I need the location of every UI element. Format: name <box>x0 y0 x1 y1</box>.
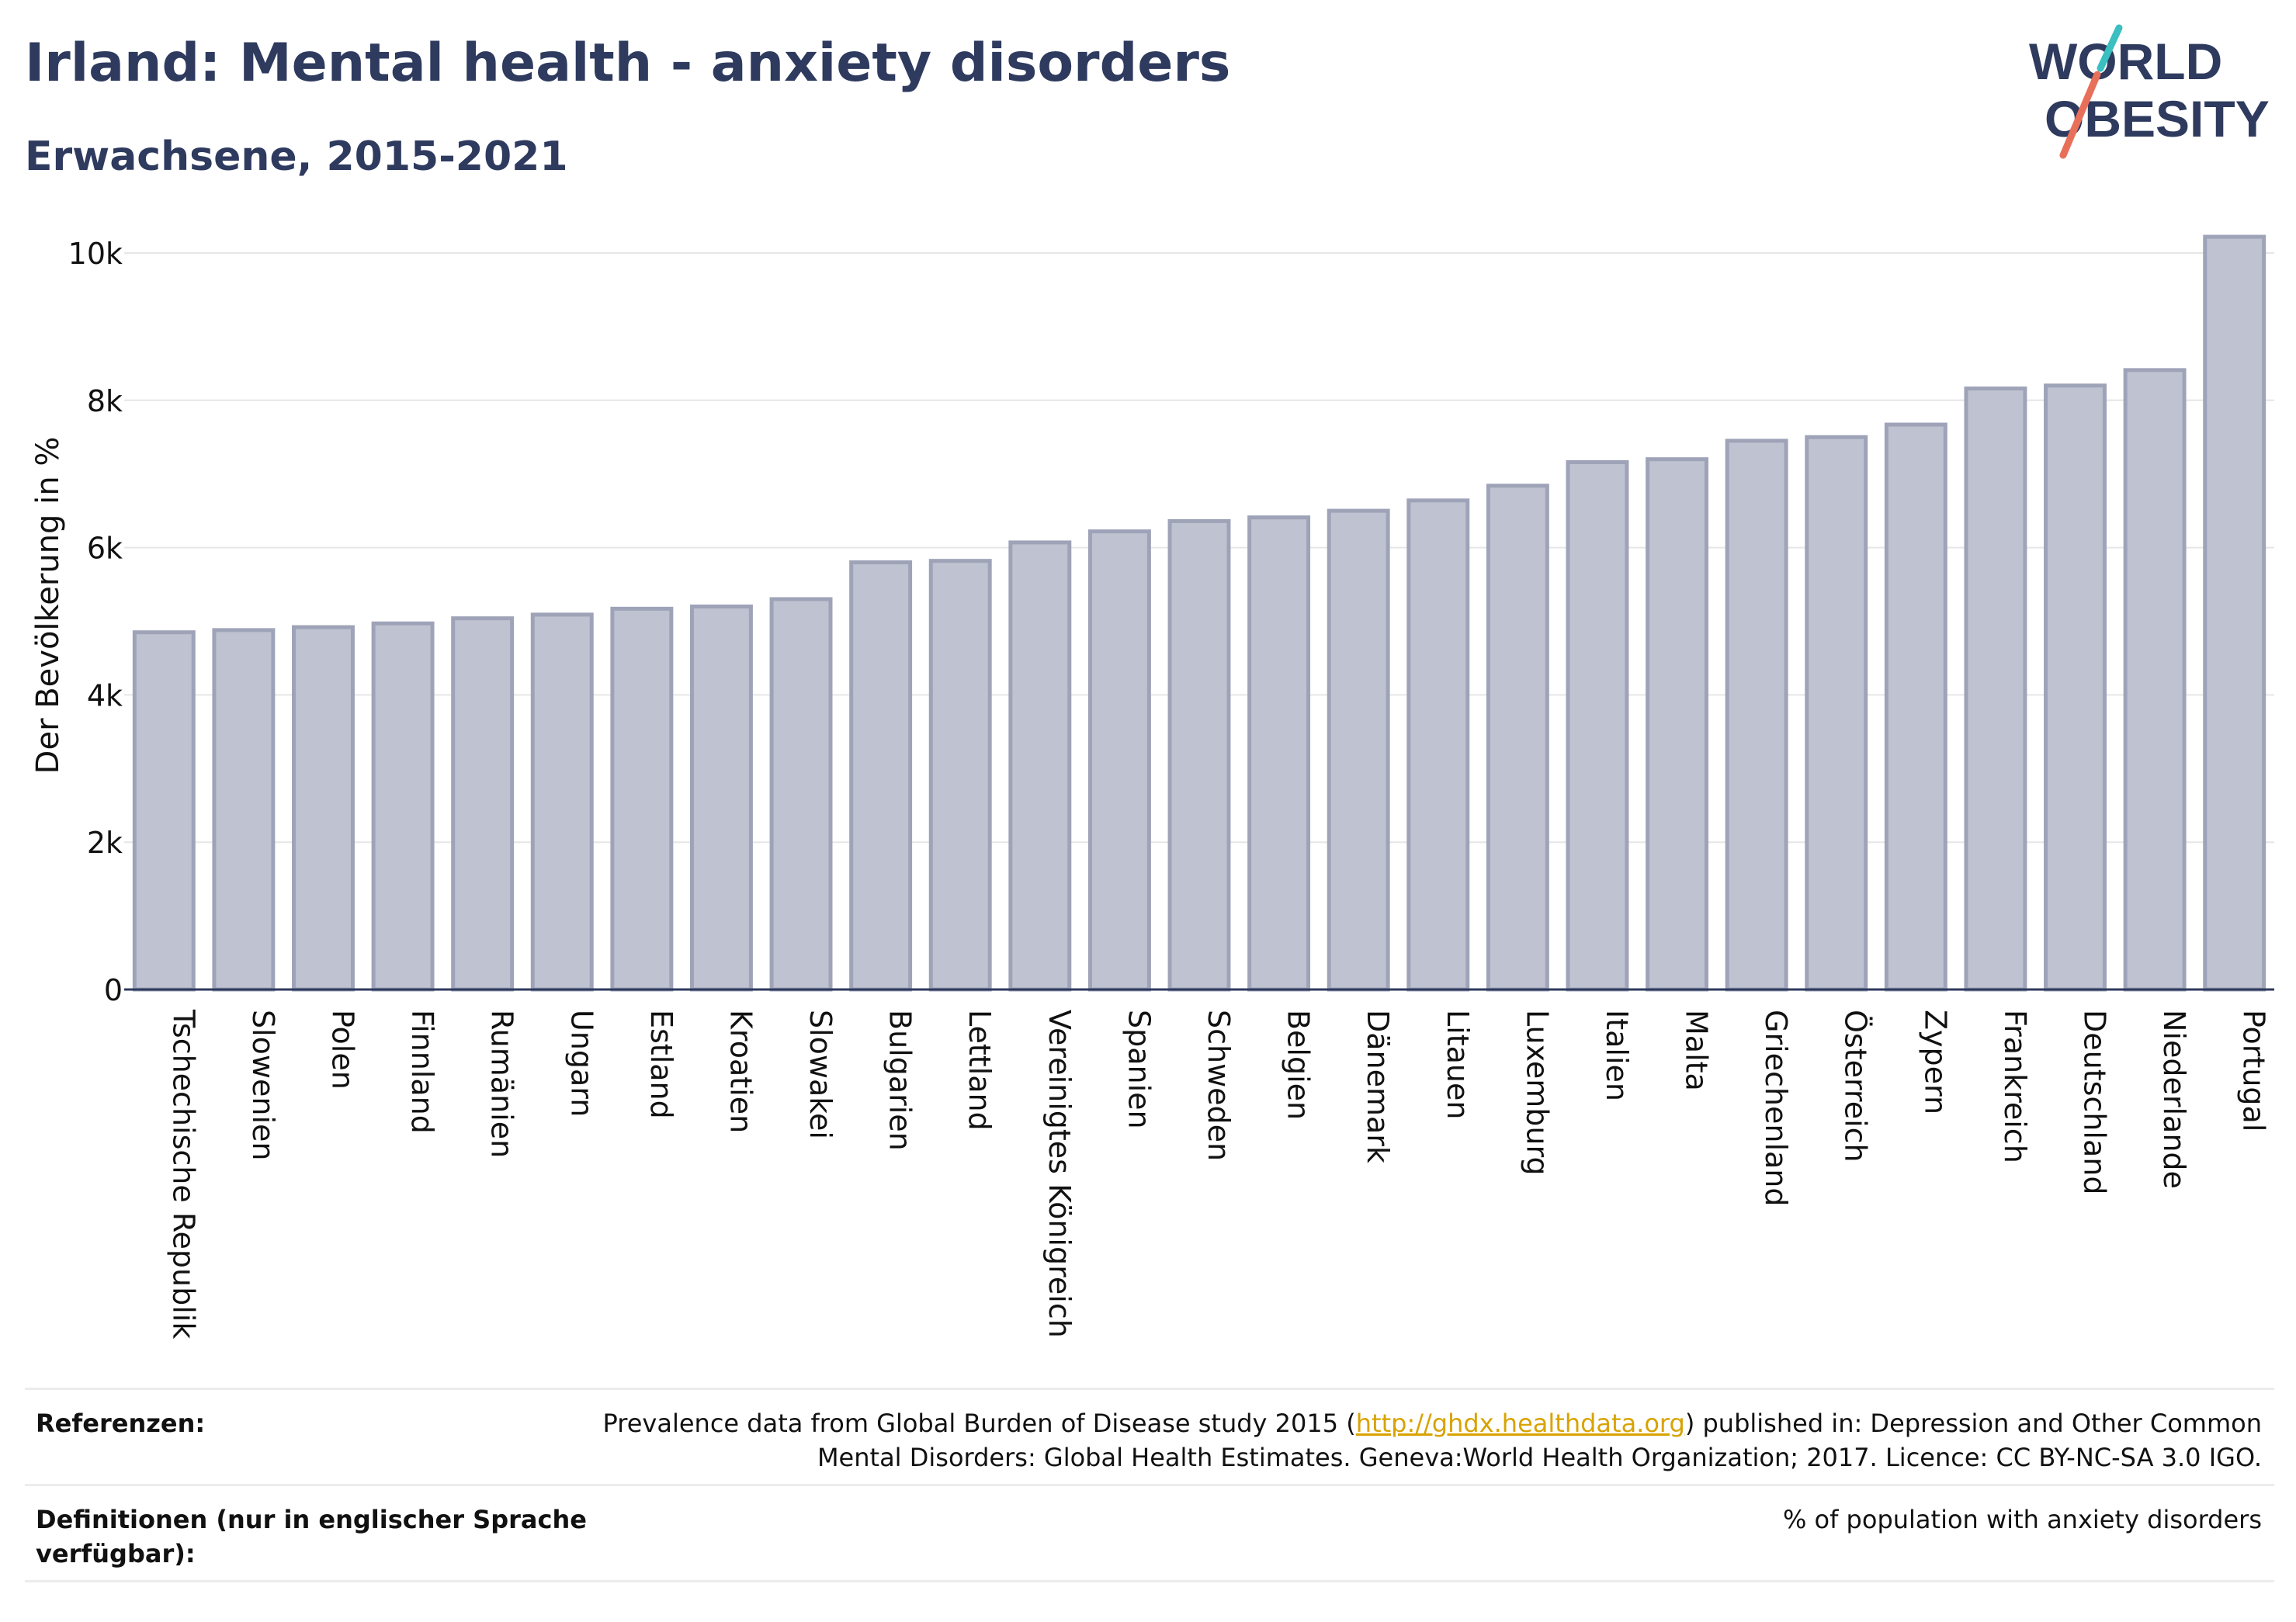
bars <box>132 234 2267 992</box>
bar[interactable] <box>849 560 913 992</box>
x-tick-label: Frankreich <box>1998 1010 2032 1163</box>
x-tick-label: Lettland <box>962 1010 997 1131</box>
bar[interactable] <box>1008 540 1072 992</box>
references-pre: Prevalence data from Global Burden of Di… <box>602 1409 1356 1438</box>
x-tick-label: Malta <box>1680 1010 1714 1091</box>
logo-slash-coral <box>2059 71 2101 159</box>
bar[interactable] <box>2203 234 2267 992</box>
bar[interactable] <box>1486 483 1549 992</box>
bar[interactable] <box>928 559 992 992</box>
chart-title: Irland: Mental health - anxiety disorder… <box>25 33 1231 94</box>
x-tick-label: Luxemburg <box>1520 1010 1554 1176</box>
bar[interactable] <box>1566 459 1629 992</box>
bar[interactable] <box>1087 529 1151 992</box>
bar[interactable] <box>212 628 276 992</box>
bar[interactable] <box>1884 422 1947 992</box>
x-tick-label: Dänemark <box>1361 1010 1395 1163</box>
x-tick-label: Ungarn <box>564 1010 598 1117</box>
x-tick-label: Portugal <box>2237 1010 2271 1132</box>
world-obesity-logo[interactable]: WORLD OBESITY <box>2026 23 2282 163</box>
x-tick-label: Griechenland <box>1759 1010 1793 1207</box>
references-post: ) published in: Depression and Other Com… <box>1684 1409 2262 1438</box>
x-tick-label: Niederlande <box>2157 1010 2191 1189</box>
x-tick-label: Spanien <box>1122 1010 1156 1129</box>
x-tick-label: Slowakei <box>803 1010 838 1139</box>
x-tick-label: Kroatien <box>723 1010 758 1133</box>
x-tick-label: Vereinigtes Königreich <box>1042 1010 1077 1338</box>
bar[interactable] <box>689 605 753 992</box>
definitions-label-line2: verfügbar): <box>36 1539 196 1568</box>
definitions-label: Definitionen (nur in englischer Sprache … <box>36 1502 587 1571</box>
x-tick-label: Polen <box>325 1010 359 1090</box>
x-tick-label: Slowenien <box>246 1010 280 1161</box>
y-tick-label: 2k <box>87 826 123 860</box>
bar[interactable] <box>1646 457 1709 992</box>
y-tick-label: 8k <box>87 384 123 418</box>
bar[interactable] <box>530 612 594 992</box>
references-link[interactable]: http://ghdx.healthdata.org <box>1355 1409 1685 1438</box>
x-tick-label: Rumänien <box>485 1010 519 1158</box>
x-tick-label: Belgien <box>1282 1010 1316 1120</box>
y-tick-label: 0 <box>104 973 123 1007</box>
y-tick-label: 10k <box>68 237 123 271</box>
y-tick-label: 6k <box>87 532 123 566</box>
y-axis-ticks: 0 2k 4k 6k 8k 10k <box>68 237 123 1007</box>
bar[interactable] <box>451 616 515 992</box>
bar[interactable] <box>1406 498 1470 992</box>
footer-divider-bottom <box>25 1580 2274 1582</box>
bar[interactable] <box>1725 438 1788 992</box>
references-line2: Mental Disorders: Global Health Estimate… <box>817 1443 2262 1472</box>
bar[interactable] <box>1327 508 1390 992</box>
bar[interactable] <box>2123 368 2187 992</box>
logo-slash-teal <box>2097 24 2123 72</box>
bar[interactable] <box>1964 386 2027 992</box>
bar[interactable] <box>1247 515 1311 992</box>
bar[interactable] <box>1805 435 1868 992</box>
footer-divider-middle <box>25 1484 2274 1486</box>
x-tick-label: Österreich <box>1839 1010 1873 1163</box>
bar[interactable] <box>132 630 196 992</box>
x-tick-label: Tschechische Republik <box>166 1009 200 1339</box>
x-tick-label: Finnland <box>405 1010 439 1134</box>
references-label: Referenzen: <box>36 1409 206 1438</box>
x-tick-label: Zypern <box>1918 1010 1952 1114</box>
footer-divider-top <box>25 1388 2274 1390</box>
y-tick-label: 4k <box>87 678 123 712</box>
bar[interactable] <box>769 597 833 992</box>
x-tick-label: Schweden <box>1202 1010 1236 1161</box>
bar[interactable] <box>1167 518 1231 992</box>
bar[interactable] <box>2044 383 2107 992</box>
x-tick-label: Estland <box>644 1010 678 1119</box>
x-tick-label: Litauen <box>1441 1010 1475 1119</box>
x-tick-label: Bulgarien <box>883 1010 917 1151</box>
x-tick-label: Italien <box>1600 1010 1634 1101</box>
bar-chart: 0 2k 4k 6k 8k 10k Tschechische Republik Slowen… <box>68 234 2274 1339</box>
x-axis-labels: Tschechische Republik Slowenien Polen Finnl… <box>166 1009 2270 1339</box>
bar[interactable] <box>610 606 674 992</box>
bar[interactable] <box>371 621 435 992</box>
chart-subtitle: Erwachsene, 2015-2021 <box>25 133 568 180</box>
definitions-text: % of population with anxiety disorders <box>1782 1505 2262 1534</box>
logo-line1: WORLD <box>2029 33 2222 90</box>
x-tick-label: Deutschland <box>2078 1010 2112 1194</box>
references-text: Prevalence data from Global Burden of Di… <box>603 1406 2262 1475</box>
bar[interactable] <box>292 625 355 992</box>
definitions-label-line1: Definitionen (nur in englischer Sprache <box>36 1505 587 1534</box>
